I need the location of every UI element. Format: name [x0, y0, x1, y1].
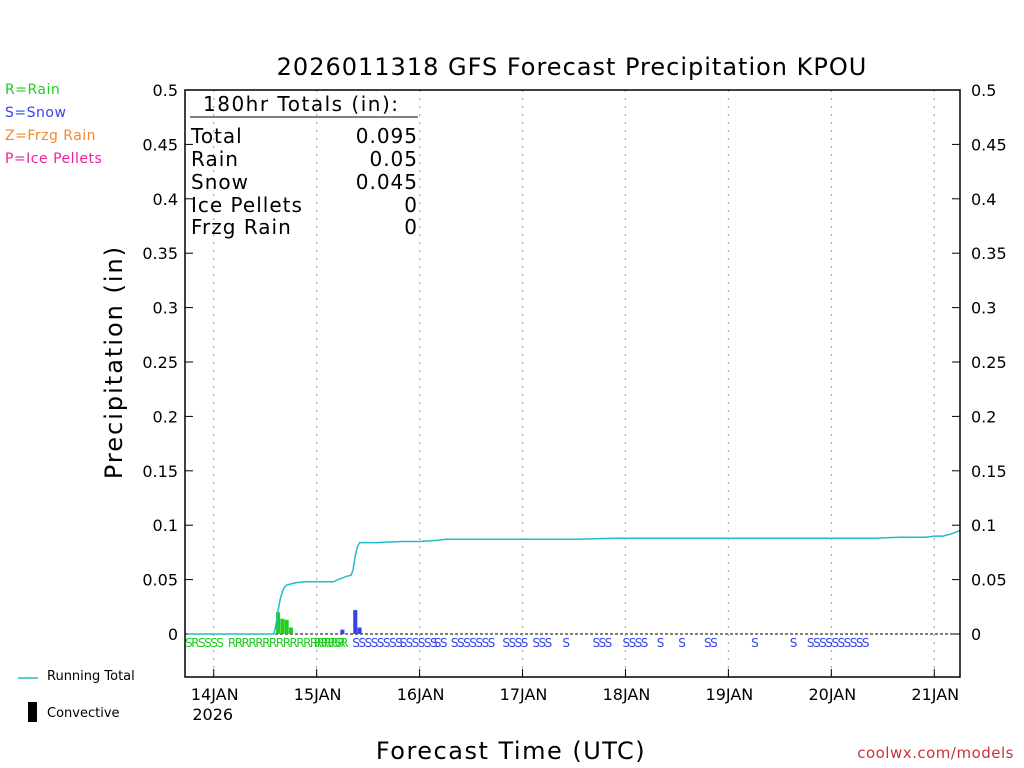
- y-tick-label-right: 0.1: [971, 516, 996, 535]
- legend-rain: R=Rain: [5, 82, 61, 98]
- precip-bars: [276, 610, 362, 634]
- totals-row-label: Rain: [191, 147, 239, 171]
- totals-row-label: Snow: [191, 170, 249, 194]
- y-tick-label-left: 0.35: [142, 244, 178, 263]
- ptype-marker: S: [790, 636, 797, 650]
- x-tick-label: 16JAN: [397, 685, 445, 704]
- totals-row-label: Total: [190, 124, 243, 148]
- x-tick-label: 15JAN: [294, 685, 342, 704]
- precip-bar: [288, 627, 293, 634]
- precip-bar: [340, 629, 345, 634]
- x-tick-label: 19JAN: [706, 685, 754, 704]
- ptype-marker: SS: [434, 636, 447, 650]
- ptype-marker: SS: [704, 636, 717, 650]
- totals-row-value: 0.045: [356, 170, 418, 194]
- y-tick-label-right: 0.3: [971, 299, 996, 318]
- ptype-marker: S: [751, 636, 758, 650]
- ptype-marker: RRRRRRRRRRRRRRRRR: [228, 636, 345, 650]
- x-tick-label: 21JAN: [911, 685, 959, 704]
- convective-legend-swatch: [28, 702, 37, 722]
- y-tick-label-right: 0.25: [971, 353, 1007, 372]
- y-tick-label-left: 0.3: [153, 299, 178, 318]
- y-tick-label-right: 0.45: [971, 135, 1007, 154]
- ptype-marker: SSS: [592, 636, 611, 650]
- plot-frame: [184, 89, 961, 678]
- running-total-line: [188, 529, 961, 635]
- ptype-marker: RRRSR: [314, 636, 349, 650]
- legend-convective: Convective: [47, 706, 120, 721]
- legend-frzg-rain: Z=Frzg Rain: [5, 128, 97, 144]
- y-tick-label-left: 0.45: [142, 135, 178, 154]
- legend-ice-pellets: P=Ice Pellets: [5, 151, 103, 167]
- chart-title: 2026011318 GFS Forecast Precipitation KP…: [277, 53, 868, 81]
- totals-row-value: 0: [404, 193, 418, 217]
- x-tick-label: 17JAN: [500, 685, 548, 704]
- precip-bar: [284, 619, 289, 634]
- x-tick-label: 20JAN: [808, 685, 856, 704]
- precip-bar: [276, 612, 281, 634]
- ptype-marker: SSSSSSSSSS: [807, 636, 869, 650]
- running-total-series: [188, 529, 961, 635]
- y-tick-label-left: 0.2: [153, 407, 178, 426]
- y-tick-label-left: 0.25: [142, 353, 178, 372]
- ptype-marker: SSSS: [502, 636, 527, 650]
- totals-row-value: 0.095: [356, 124, 418, 148]
- y-tick-label-left: 0.15: [142, 462, 178, 481]
- ptype-marker: S: [678, 636, 685, 650]
- y-tick-label-right: 0.05: [971, 571, 1007, 590]
- precip-bar: [357, 627, 362, 634]
- legend-snow: S=Snow: [5, 105, 67, 121]
- ptype-marker: SSSSSSS: [451, 636, 495, 650]
- y-tick-label-left: 0.1: [153, 516, 178, 535]
- precip-bar: [280, 618, 285, 634]
- y-axis-title: Precipitation (in): [100, 245, 128, 479]
- x-tick-label: 14JAN: [191, 685, 239, 704]
- y-tick-label-right: 0.5: [971, 81, 996, 100]
- y-tick-label-right: 0.15: [971, 462, 1007, 481]
- credit-link[interactable]: coolwx.com/models: [857, 744, 1014, 762]
- totals-row-value: 0: [404, 215, 418, 239]
- ptype-marker: SSSSSS: [399, 636, 437, 650]
- y-tick-label-left: 0: [168, 625, 178, 644]
- y-tick-label-left: 0.4: [153, 190, 178, 209]
- totals-row-label: Ice Pellets: [191, 193, 303, 217]
- y-tick-label-left: 0.05: [142, 571, 178, 590]
- y-tick-label-right: 0.4: [971, 190, 996, 209]
- precip-bar: [353, 610, 358, 634]
- totals-title: 180hr Totals (in):: [203, 92, 400, 116]
- x-axis-title: Forecast Time (UTC): [376, 737, 646, 765]
- y-tick-label-right: 0: [971, 625, 981, 644]
- y-axis: 0 00.05 0.050.1 0.10.15 0.150.2 0.20.25 0.250.…: [142, 81, 1006, 644]
- ptype-marker: S: [657, 636, 664, 650]
- y-tick-label-right: 0.2: [971, 407, 996, 426]
- ptype-marker: SSSS: [622, 636, 647, 650]
- ptype-marker: SRSSSS: [185, 636, 223, 650]
- y-tick-label-right: 0.35: [971, 244, 1007, 263]
- ptype-marker: SSS: [532, 636, 551, 650]
- ptype-marker: SSSSSSSS: [352, 636, 402, 650]
- ptype-marker: S: [562, 636, 569, 650]
- totals-box: 180hr Totals (in): Total 0.095 Rain 0.05…: [190, 92, 418, 239]
- y-tick-label-left: 0.5: [153, 81, 178, 100]
- legend-running-total: Running Total: [47, 669, 135, 684]
- totals-row-label: Frzg Rain: [191, 215, 292, 239]
- grid-lines: [185, 90, 960, 677]
- x-tick-sublabel: 2026: [192, 705, 233, 724]
- totals-row-value: 0.05: [369, 147, 418, 171]
- x-tick-label: 18JAN: [603, 685, 651, 704]
